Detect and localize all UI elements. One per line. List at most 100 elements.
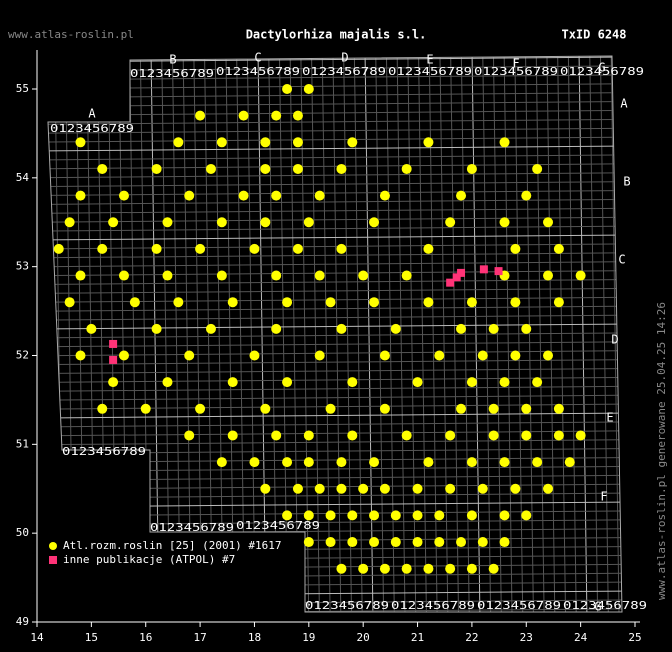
grid-row-letter: E	[606, 411, 613, 425]
grid-line	[48, 92, 622, 99]
grid-line	[525, 56, 534, 612]
grid-line	[48, 65, 622, 72]
point	[369, 297, 380, 308]
point	[477, 350, 488, 361]
point	[488, 430, 499, 441]
grid-line	[171, 56, 181, 612]
point-other	[494, 267, 503, 276]
point	[456, 323, 467, 334]
grid-line	[610, 56, 620, 612]
grid-line	[48, 109, 622, 116]
grid-digit-row: 0123456789	[388, 65, 472, 78]
point	[456, 537, 467, 548]
point	[456, 190, 467, 201]
point	[532, 457, 543, 468]
x-tick-label: 21	[411, 631, 424, 644]
point	[521, 190, 532, 201]
point	[97, 243, 108, 254]
grid-line	[48, 198, 622, 205]
point	[249, 243, 260, 254]
grid-line	[257, 56, 267, 612]
point	[314, 270, 325, 281]
point	[466, 510, 477, 521]
point	[260, 163, 271, 174]
point	[314, 350, 325, 361]
grid-line	[48, 519, 622, 526]
point	[390, 510, 401, 521]
x-tick-label: 25	[628, 631, 641, 644]
point	[53, 243, 64, 254]
grid-line	[107, 56, 117, 612]
point	[499, 137, 510, 148]
grid-line	[48, 83, 622, 90]
point	[510, 350, 521, 361]
grid-column-letter: B	[169, 53, 176, 67]
point	[445, 217, 456, 228]
point	[564, 457, 575, 468]
point	[108, 377, 119, 388]
point	[336, 457, 347, 468]
grid-line	[48, 483, 622, 490]
point	[271, 430, 282, 441]
point	[466, 297, 477, 308]
grid-line	[578, 56, 588, 612]
point	[151, 163, 162, 174]
grid-digit-row: 0123456789	[216, 65, 300, 78]
y-tick-label: 53	[16, 260, 29, 273]
point	[390, 537, 401, 548]
grid-line	[48, 305, 622, 312]
point	[379, 403, 390, 414]
grid-line	[48, 385, 622, 392]
point	[543, 483, 554, 494]
grid-row-letter: A	[620, 97, 628, 111]
grid-digit-row: 0123456789	[302, 65, 386, 78]
grid-line	[48, 412, 622, 419]
grid-line	[48, 163, 622, 170]
point	[336, 243, 347, 254]
grid-line	[236, 56, 246, 612]
point	[466, 377, 477, 388]
grid-line	[48, 101, 622, 107]
grid-line	[621, 56, 622, 612]
point	[282, 297, 293, 308]
grid-line	[546, 56, 556, 612]
point	[358, 563, 369, 574]
point	[303, 217, 314, 228]
side-note: www.atlas-roslin.pl generowane 25.04.25 …	[655, 302, 668, 600]
grid-line	[48, 314, 622, 321]
point	[249, 457, 260, 468]
grid-line	[599, 56, 609, 612]
point	[369, 217, 380, 228]
point	[303, 84, 314, 94]
point	[423, 297, 434, 308]
point	[216, 137, 227, 148]
point	[162, 270, 173, 281]
grid-line	[48, 465, 622, 472]
point	[369, 510, 380, 521]
x-tick-label: 20	[357, 631, 370, 644]
point	[543, 217, 554, 228]
grid-digit-row: 0123456789	[305, 599, 389, 612]
grid-line	[48, 56, 622, 63]
point	[336, 563, 347, 574]
grid-line	[246, 56, 256, 612]
point	[347, 510, 358, 521]
point	[216, 217, 227, 228]
point	[401, 430, 412, 441]
point	[510, 243, 521, 254]
grid-line	[48, 234, 622, 241]
point	[292, 163, 303, 174]
grid-column-letter: A	[88, 107, 96, 121]
point	[303, 430, 314, 441]
point	[271, 190, 282, 201]
grid-line	[48, 287, 622, 294]
grid-border	[47, 55, 623, 613]
point	[292, 243, 303, 254]
point	[434, 537, 445, 548]
grid-line	[54, 56, 64, 612]
point	[532, 163, 543, 174]
point	[282, 510, 293, 521]
point	[369, 457, 380, 468]
grid-line	[48, 394, 622, 401]
